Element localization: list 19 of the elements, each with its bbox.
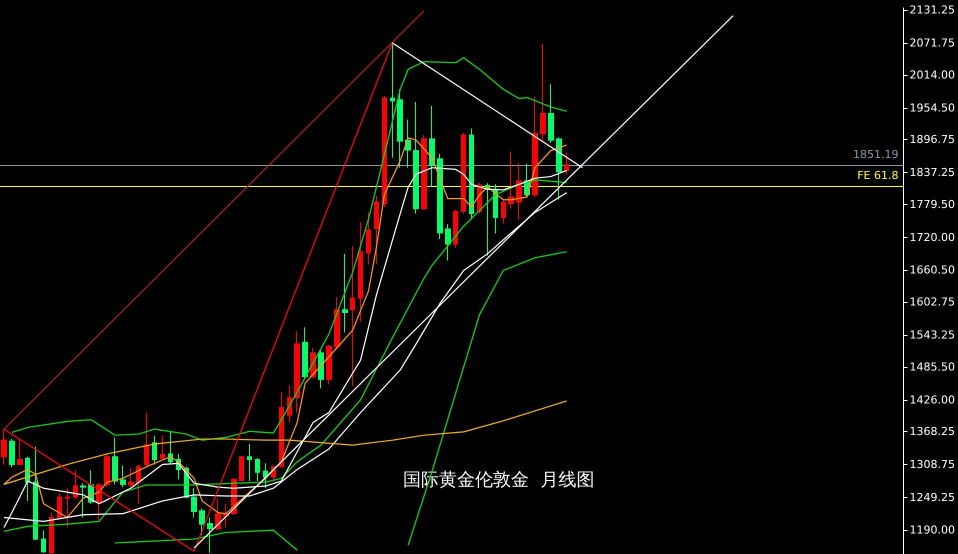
y-tick-label: 1190.00 (910, 524, 956, 537)
y-tick-label: 1543.25 (910, 328, 956, 342)
y-tick-label: 1485.50 (910, 360, 956, 374)
y-tick-label: 1954.50 (910, 101, 956, 114)
y-tick-label: 1602.75 (910, 296, 956, 309)
y-tick-label: 1837.25 (910, 166, 956, 180)
y-tick-label: 1896.75 (910, 133, 956, 146)
ref-line-label: FE 61.8 (857, 168, 899, 182)
ref-line-label: 1851.19 (853, 148, 899, 161)
y-tick-label: 1308.75 (910, 458, 956, 472)
y-tick-label: 1660.50 (910, 264, 956, 277)
y-tick-label: 2071.75 (910, 36, 956, 50)
y-tick-label: 2131.25 (910, 4, 956, 17)
y-tick-label: 1426.00 (910, 393, 956, 406)
y-tick-label: 1249.25 (910, 490, 956, 504)
y-tick-label: 1779.50 (910, 198, 956, 211)
y-tick-label: 1720.00 (910, 230, 956, 244)
y-tick-label: 2014.00 (910, 68, 956, 82)
y-tick-label: 1368.25 (910, 425, 956, 438)
